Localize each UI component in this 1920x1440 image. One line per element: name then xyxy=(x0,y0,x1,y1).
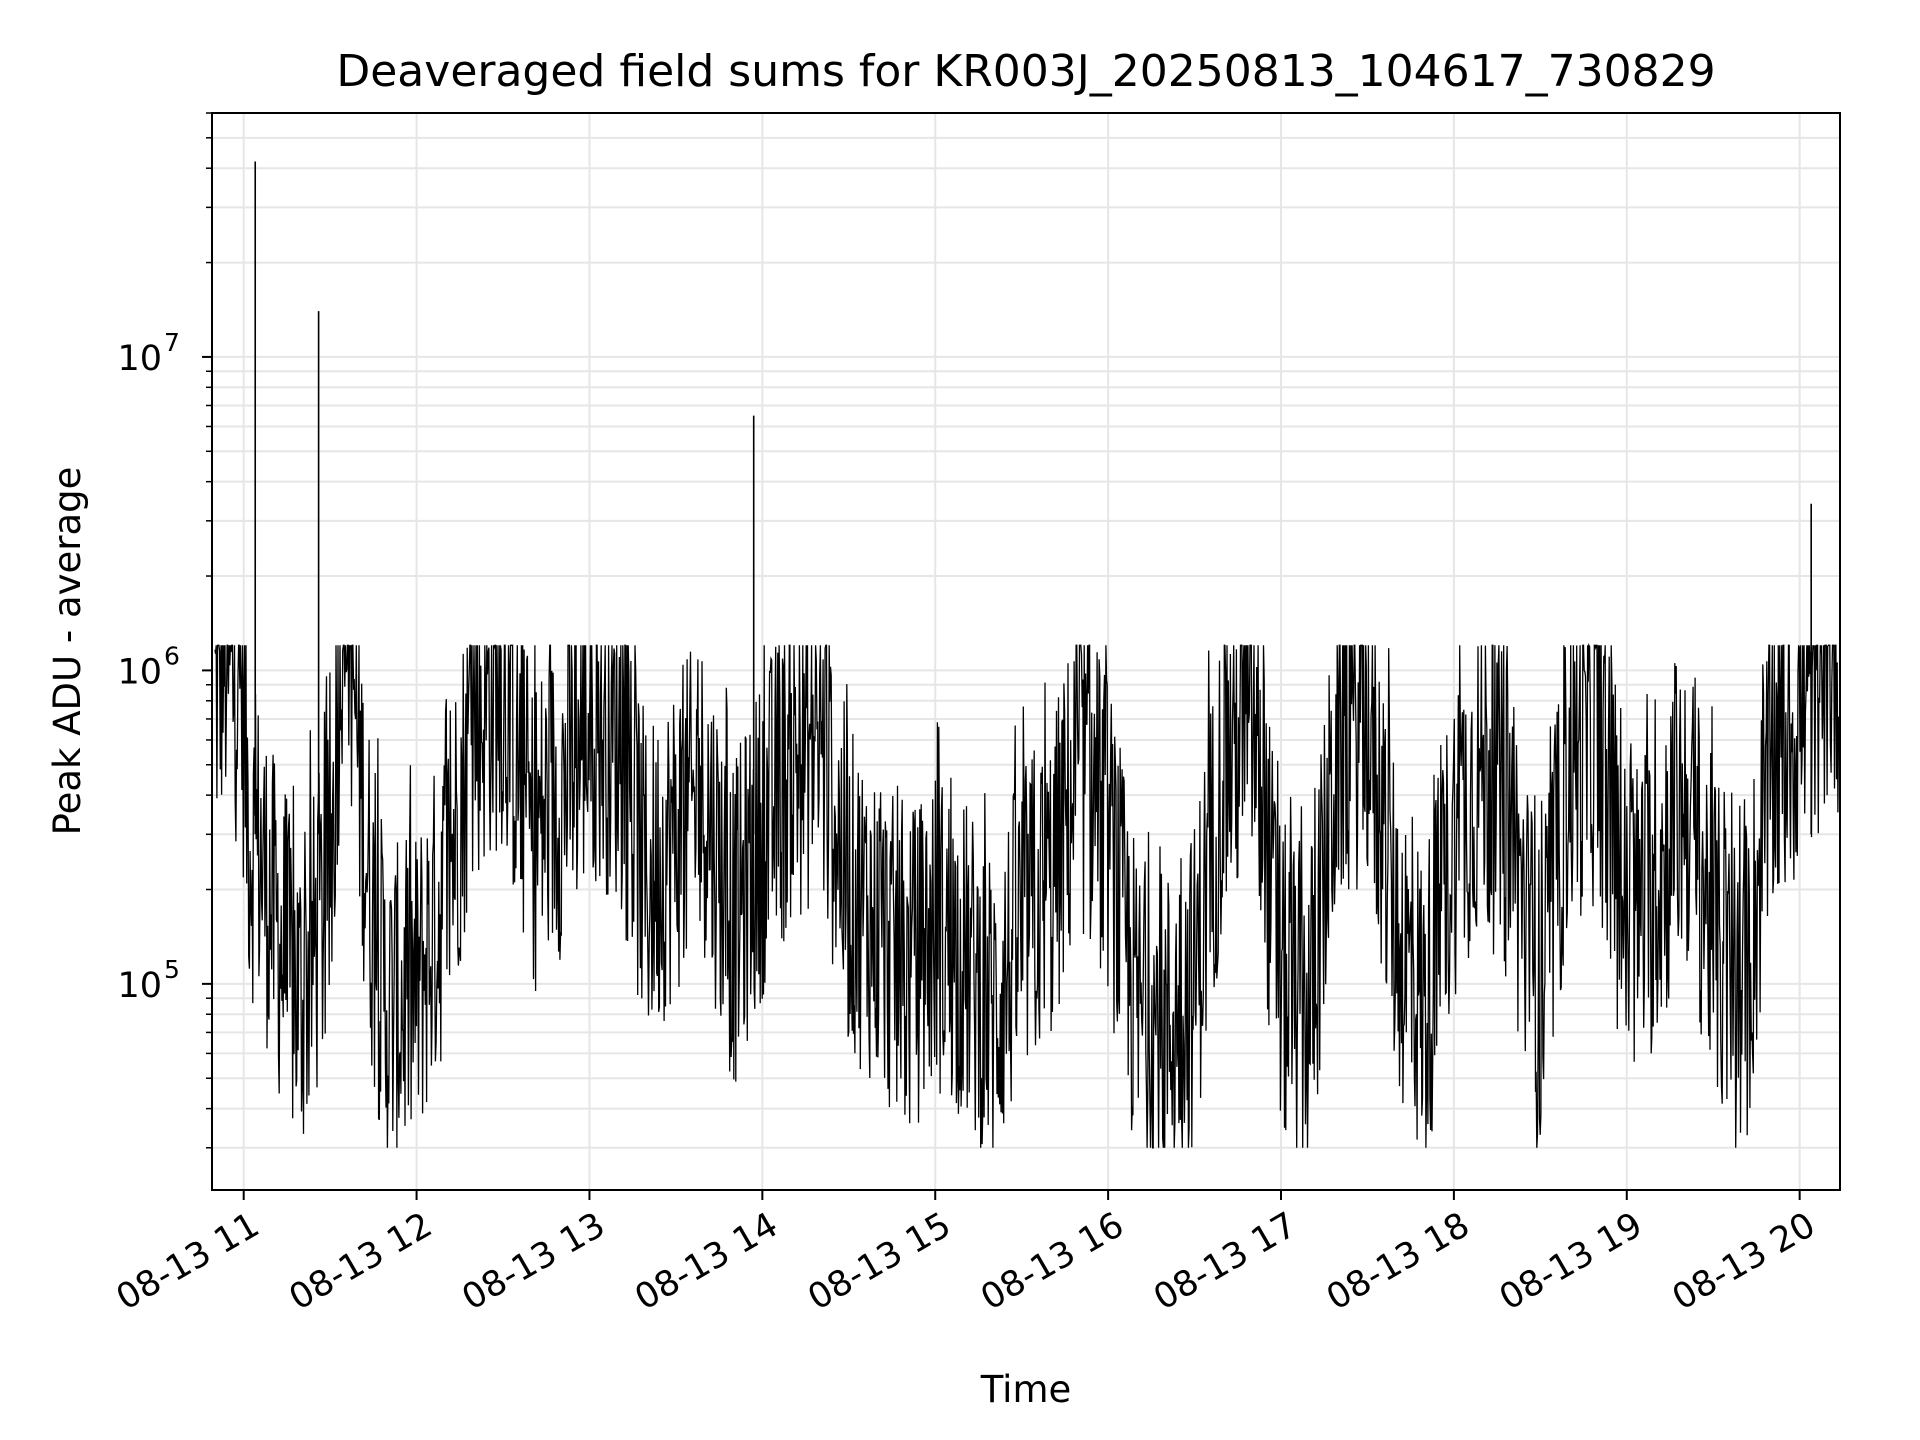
y-tick-exponent: 5 xyxy=(164,955,180,984)
y-tick-exponent: 6 xyxy=(164,641,180,670)
y-tick-label: 10 xyxy=(117,339,162,379)
chart-title: Deaveraged field sums for KR003J_2025081… xyxy=(336,46,1715,97)
plot-frame xyxy=(211,112,1841,1191)
y-axis-label: Peak ADU - average xyxy=(46,467,89,836)
y-tick-label: 10 xyxy=(117,966,162,1006)
y-tick-exponent: 7 xyxy=(164,328,180,357)
series-line xyxy=(214,642,1840,1149)
x-axis-label: Time xyxy=(980,1368,1072,1411)
series-group xyxy=(214,161,1840,1149)
y-tick-label: 10 xyxy=(117,652,162,692)
plot-area xyxy=(214,161,1840,1149)
